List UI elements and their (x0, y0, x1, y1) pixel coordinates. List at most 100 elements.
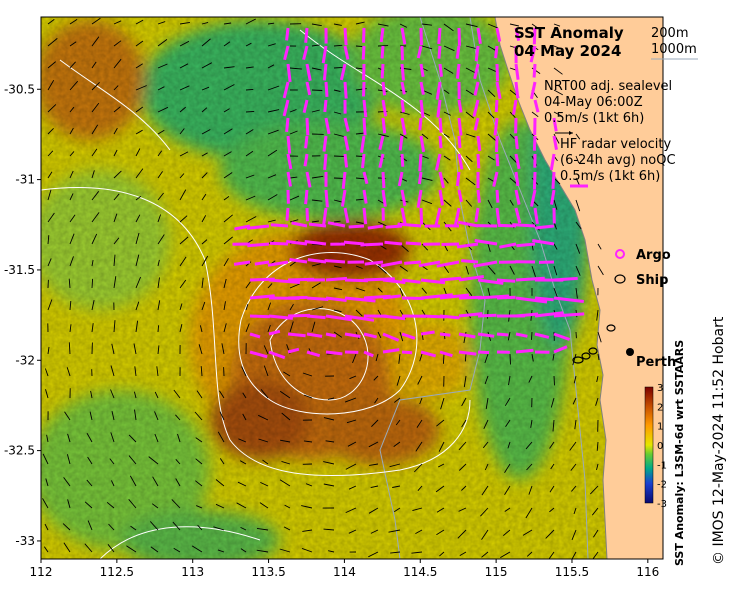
hf-radar-arrow (401, 278, 421, 284)
hf-radar-arrow (302, 99, 309, 114)
hf-radar-arrow (532, 239, 555, 246)
current-vector (333, 331, 343, 338)
current-vector (323, 417, 335, 421)
current-vector (569, 441, 577, 451)
current-vector (289, 321, 294, 333)
current-vector (133, 343, 137, 355)
current-vector (84, 501, 93, 509)
current-vector (68, 278, 71, 289)
hf-radar-arrow (404, 260, 422, 265)
current-vector (311, 220, 319, 223)
current-vector (223, 108, 230, 113)
current-vector (465, 89, 474, 96)
current-vector (436, 507, 445, 513)
hf-radar-arrow (515, 296, 548, 304)
hf-radar-arrow (233, 260, 251, 266)
current-vector (179, 189, 187, 201)
current-vector (267, 324, 271, 333)
current-vector (91, 212, 100, 223)
current-vector (157, 214, 162, 223)
current-vector (135, 254, 140, 267)
current-vector (458, 507, 467, 512)
current-vector (135, 320, 139, 333)
current-vector (388, 529, 401, 533)
current-vector (245, 281, 251, 289)
hf-radar-arrow (269, 241, 289, 246)
current-vector (368, 441, 379, 448)
current-vector (242, 392, 247, 399)
current-vector (327, 397, 335, 400)
current-vector (195, 437, 203, 443)
colorbar-tick-label: 0 (657, 441, 663, 452)
current-vector (196, 505, 203, 509)
current-vector (596, 441, 599, 451)
current-vector (333, 23, 342, 26)
hf-radar-arrows (232, 27, 585, 360)
hf-radar-arrow (397, 222, 422, 228)
hf-radar-arrow (405, 241, 422, 246)
current-vector (245, 174, 255, 179)
current-vector (283, 526, 291, 531)
map-title: SST Anomaly (514, 24, 624, 42)
current-vector (463, 375, 467, 388)
current-vector (157, 86, 165, 91)
colorbar-tick-label: 2 (657, 402, 663, 413)
current-vector (443, 177, 449, 184)
current-vector (260, 389, 269, 399)
current-vector (179, 173, 185, 179)
current-vector (345, 463, 357, 470)
current-vector (484, 375, 489, 385)
current-vector (333, 199, 343, 203)
current-vector (128, 434, 137, 443)
current-vector (201, 255, 209, 267)
current-vector (509, 23, 519, 27)
current-vector (195, 458, 203, 465)
current-vector (91, 170, 95, 179)
current-vector (328, 550, 335, 553)
current-vector (157, 150, 163, 157)
hf-radar-arrow (419, 135, 426, 153)
hf-radar-arrow (282, 99, 290, 117)
hf-radar-arrow (324, 259, 346, 264)
hf-radar-arrow (457, 117, 463, 136)
current-vector (377, 221, 388, 227)
current-vector (413, 463, 423, 473)
hf-radar-arrow (382, 348, 400, 354)
current-vector (305, 483, 313, 487)
current-vector (443, 89, 450, 94)
current-vector (549, 441, 555, 449)
current-vector (237, 481, 247, 487)
current-vector (443, 45, 455, 52)
current-vector (333, 265, 342, 269)
current-vector (279, 479, 291, 487)
current-vector (390, 551, 401, 554)
current-vector (66, 367, 71, 377)
current-vector (553, 23, 561, 27)
hf-radar-arrow (439, 350, 453, 358)
isobath-1000m (379, 17, 486, 559)
current-vector (110, 365, 115, 377)
current-vector (575, 199, 581, 212)
current-vector (370, 485, 379, 489)
current-vector (91, 278, 94, 289)
current-vector (133, 391, 137, 399)
current-vector (311, 306, 324, 311)
current-vector (487, 45, 497, 52)
current-vector (553, 199, 558, 210)
current-vector (223, 151, 232, 157)
current-vector (201, 62, 213, 69)
current-vector (245, 303, 249, 311)
current-vector (245, 261, 252, 267)
hf-radar-arrow (325, 332, 337, 338)
hf-radar-arrow (515, 332, 528, 338)
current-vector (267, 85, 280, 91)
current-vector (91, 124, 99, 135)
current-vector (106, 501, 115, 509)
current-vector (374, 397, 379, 404)
hf-radar-arrow (420, 350, 437, 358)
hf-radar-arrow (304, 135, 309, 149)
current-vector (221, 343, 225, 355)
hf-radar-arrow (532, 171, 537, 190)
current-vector (548, 551, 555, 559)
hf-radar-arrow (419, 207, 424, 225)
